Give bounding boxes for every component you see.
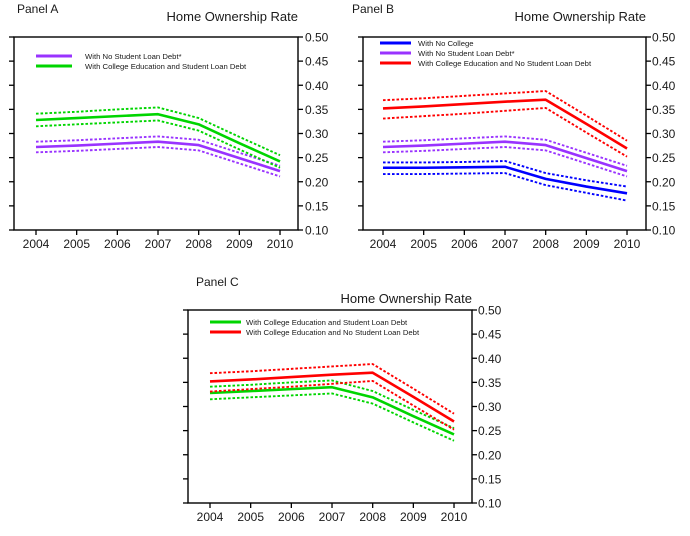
series-line: [35, 112, 281, 163]
y-tick-label: 0.40: [305, 79, 329, 93]
y-tick-label: 0.50: [305, 31, 329, 45]
x-tick-label: 2010: [614, 237, 641, 251]
x-tick-label: 2009: [226, 237, 253, 251]
series-lower-band: [209, 392, 455, 442]
legend-label: With College Education and No Student Lo…: [418, 59, 592, 68]
series-line: [382, 98, 628, 150]
panel-b-plot: 0.10 0.15 0.20 0.25 0.30 0.35 0.40 0.45 0.50 2004…: [358, 31, 676, 251]
panel-a-axis-title: Home Ownership Rate: [166, 9, 299, 24]
series-line: [382, 140, 628, 173]
series-upper-band: [35, 135, 281, 167]
x-tick-label: 2005: [63, 237, 90, 251]
panel-b-axis-title: Home Ownership Rate: [514, 9, 647, 24]
y-tick-label: 0.15: [652, 199, 676, 213]
x-tick-label: 2006: [278, 510, 305, 524]
x-tick-label: 2010: [441, 510, 468, 524]
x-tick-label: 2004: [370, 237, 397, 251]
x-tick-label: 2009: [573, 237, 600, 251]
y-tick-label: 0.45: [652, 55, 676, 69]
panel-b-label: Panel B: [352, 2, 395, 16]
series-upper-band: [382, 135, 628, 167]
legend-label: With No Student Loan Debt*: [418, 49, 515, 58]
y-tick-label: 0.30: [305, 127, 329, 141]
x-tick-label: 2007: [492, 237, 519, 251]
series-line: [383, 165, 628, 195]
x-tick-label: 2007: [319, 510, 346, 524]
y-tick-label: 0.40: [478, 352, 502, 366]
x-tick-label: 2009: [400, 510, 427, 524]
series-line: [35, 140, 281, 173]
panel-a: Panel A Home Ownership Rate 0.10 0.15 0.20…: [0, 0, 345, 260]
series-upper-band: [35, 106, 281, 157]
x-tick-label: 2004: [23, 237, 50, 251]
series-lower-band: [35, 146, 281, 178]
x-tick-label: 2006: [451, 237, 478, 251]
y-tick-label: 0.30: [652, 127, 676, 141]
y-tick-label: 0.35: [652, 103, 676, 117]
x-tick-label: 2005: [237, 510, 264, 524]
x-tick-label: 2005: [410, 237, 437, 251]
series-lower-band: [382, 146, 628, 178]
panel-c-plot: 0.10 0.15 0.20 0.25 0.30 0.35 0.40 0.45 0.50 2004…: [183, 304, 502, 524]
legend-label: With No College: [418, 39, 474, 48]
y-tick-label: 0.50: [652, 31, 676, 45]
series-lower-band: [209, 379, 455, 431]
x-tick-label: 2010: [267, 237, 294, 251]
x-tick-label: 2006: [104, 237, 131, 251]
panel-c-axis-title: Home Ownership Rate: [340, 291, 473, 306]
series-lower-band: [35, 119, 281, 169]
y-tick-label: 0.50: [478, 304, 502, 318]
series-lower-band: [383, 172, 628, 202]
series-lower-band: [382, 106, 628, 158]
panel-c-label: Panel C: [196, 275, 239, 289]
y-tick-label: 0.30: [478, 400, 502, 414]
series-line: [209, 385, 455, 436]
x-tick-label: 2008: [359, 510, 386, 524]
x-tick-label: 2008: [185, 237, 212, 251]
y-tick-label: 0.10: [652, 224, 676, 238]
panel-b: Panel B Home Ownership Rate 0.10 0.15 0.20…: [345, 0, 690, 260]
y-tick-label: 0.15: [305, 199, 329, 213]
y-tick-label: 0.20: [478, 448, 502, 462]
y-tick-label: 0.45: [305, 55, 329, 69]
panel-a-plot: 0.10 0.15 0.20 0.25 0.30 0.35 0.40 0.45 0.50 2004…: [9, 31, 329, 251]
panel-a-label: Panel A: [17, 2, 59, 16]
y-tick-label: 0.25: [478, 424, 502, 438]
legend-label: With College Education and No Student Lo…: [246, 328, 420, 337]
y-tick-label: 0.25: [305, 151, 329, 165]
y-tick-label: 0.45: [478, 328, 502, 342]
y-tick-label: 0.35: [305, 103, 329, 117]
y-tick-label: 0.10: [305, 224, 329, 238]
x-tick-label: 2004: [197, 510, 224, 524]
y-tick-label: 0.15: [478, 472, 502, 486]
legend-label: With No Student Loan Debt*: [85, 52, 182, 61]
series-upper-band: [383, 160, 628, 188]
x-tick-label: 2007: [145, 237, 172, 251]
series-upper-band: [209, 379, 455, 430]
series-upper-band: [382, 90, 628, 142]
series-upper-band: [209, 363, 455, 415]
series-line: [209, 371, 455, 423]
x-tick-label: 2008: [532, 237, 559, 251]
y-tick-label: 0.40: [652, 79, 676, 93]
y-tick-label: 0.35: [478, 376, 502, 390]
y-tick-label: 0.10: [478, 497, 502, 511]
y-tick-label: 0.20: [652, 175, 676, 189]
legend-label: With College Education and Student Loan …: [85, 62, 247, 71]
legend-label: With College Education and Student Loan …: [246, 318, 408, 327]
panel-c: Panel C Home Ownership Rate 0.10 0.15 0.20…: [170, 270, 535, 536]
y-tick-label: 0.25: [652, 151, 676, 165]
y-tick-label: 0.20: [305, 175, 329, 189]
